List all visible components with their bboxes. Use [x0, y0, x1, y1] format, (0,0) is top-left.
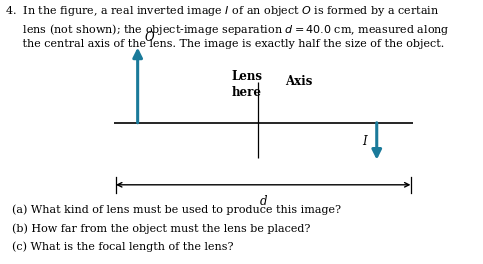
Text: (c) What is the focal length of the lens?: (c) What is the focal length of the lens… — [12, 242, 234, 252]
Text: (b) How far from the object must the lens be placed?: (b) How far from the object must the len… — [12, 223, 311, 234]
Text: I: I — [362, 135, 367, 148]
Text: O: O — [145, 31, 155, 44]
Text: here: here — [232, 86, 262, 99]
Text: Axis: Axis — [285, 76, 313, 88]
Text: (a) What kind of lens must be used to produce this image?: (a) What kind of lens must be used to pr… — [12, 205, 341, 215]
Text: Lens: Lens — [232, 70, 263, 83]
Text: the central axis of the lens. The image is exactly half the size of the object.: the central axis of the lens. The image … — [5, 39, 444, 49]
Text: d: d — [259, 195, 267, 208]
Text: 4.  In the figure, a real inverted image $I$ of an object $O$ is formed by a cer: 4. In the figure, a real inverted image … — [5, 4, 439, 18]
Text: lens (not shown); the object-image separation $d = 40.0$ cm, measured along: lens (not shown); the object-image separ… — [5, 22, 450, 37]
